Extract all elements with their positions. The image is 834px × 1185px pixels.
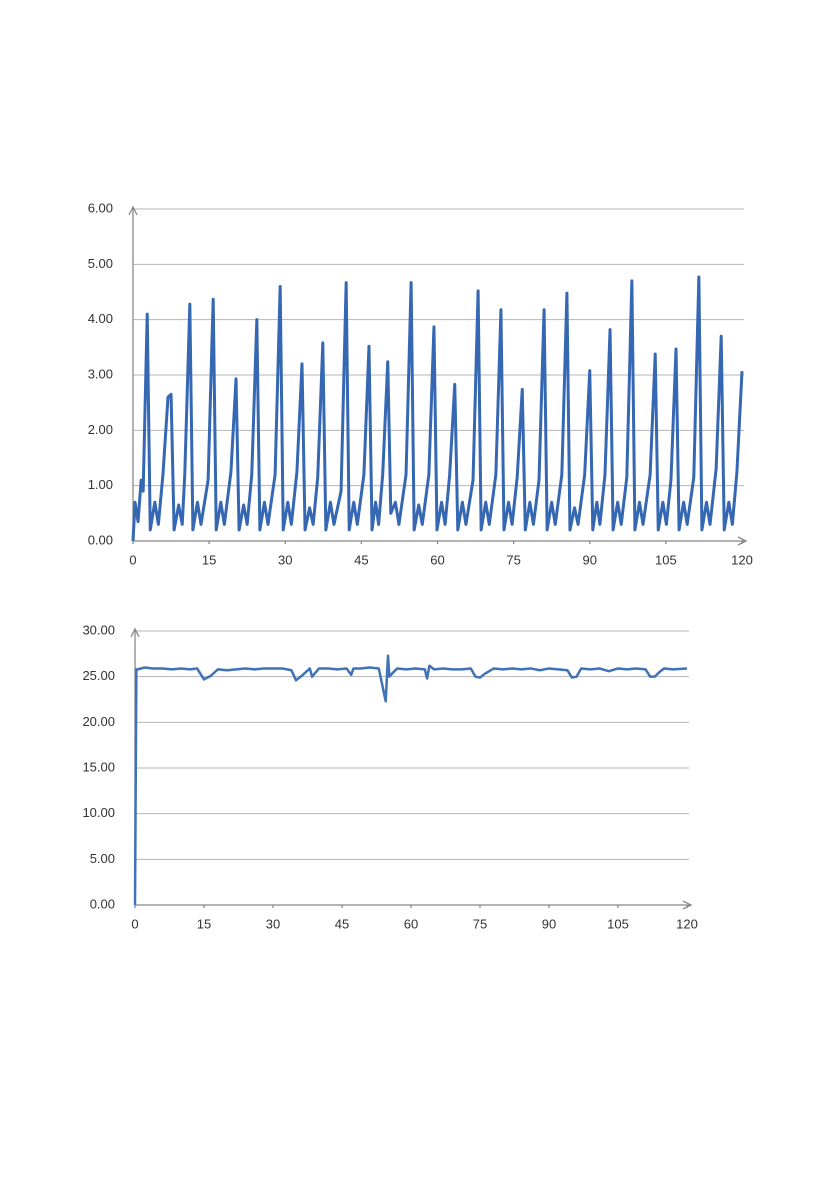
y-tick-label: 10.00 bbox=[82, 805, 115, 820]
x-tick-label: 15 bbox=[202, 552, 216, 567]
chart: 0.00 1.00 2.00 3.00 4.00 5.00 6.00 0 15 30 45 60 75 9… bbox=[88, 200, 753, 567]
x-axis-arrow bbox=[682, 900, 693, 910]
y-tick-label: 5.00 bbox=[88, 256, 113, 271]
y-tick-label: 5.00 bbox=[90, 851, 115, 866]
data-line bbox=[133, 654, 688, 906]
y-tick-label: 15.00 bbox=[82, 759, 115, 774]
y-tick-label: 3.00 bbox=[88, 366, 113, 381]
data-line bbox=[131, 275, 744, 542]
x-tick-label: 105 bbox=[655, 552, 677, 567]
y-tick-label: 2.00 bbox=[88, 422, 113, 437]
x-tick-label: 45 bbox=[354, 552, 368, 567]
x-tick-label: 120 bbox=[731, 552, 753, 567]
y-tick-label: 1.00 bbox=[88, 477, 113, 492]
chart: 0.00 5.00 10.00 15.00 20.00 25.00 30.00 0 15 30 45… bbox=[82, 622, 697, 931]
x-tick-label: 120 bbox=[676, 916, 698, 931]
y-axis-arrow bbox=[128, 205, 138, 216]
x-tick-label: 90 bbox=[583, 552, 597, 567]
x-tick-label: 60 bbox=[430, 552, 444, 567]
y-tick-label: 0.00 bbox=[88, 532, 113, 547]
y-axis-arrow bbox=[130, 627, 140, 638]
x-tick-label: 75 bbox=[473, 916, 487, 931]
y-tick-label: 6.00 bbox=[88, 200, 113, 215]
y-tick-label: 30.00 bbox=[82, 622, 115, 637]
x-tick-label: 15 bbox=[197, 916, 211, 931]
x-axis-arrow bbox=[737, 536, 748, 546]
x-tick-label: 0 bbox=[129, 552, 136, 567]
x-tick-label: 0 bbox=[131, 916, 138, 931]
x-tick-label: 30 bbox=[266, 916, 280, 931]
x-tick-label: 45 bbox=[335, 916, 349, 931]
x-tick-label: 60 bbox=[404, 916, 418, 931]
x-tick-label: 75 bbox=[506, 552, 520, 567]
x-tick-label: 30 bbox=[278, 552, 292, 567]
y-tick-label: 25.00 bbox=[82, 668, 115, 683]
y-tick-label: 0.00 bbox=[90, 896, 115, 911]
y-tick-label: 4.00 bbox=[88, 311, 113, 326]
x-tick-label: 105 bbox=[607, 916, 629, 931]
x-tick-label: 90 bbox=[542, 916, 556, 931]
y-tick-label: 20.00 bbox=[82, 714, 115, 729]
